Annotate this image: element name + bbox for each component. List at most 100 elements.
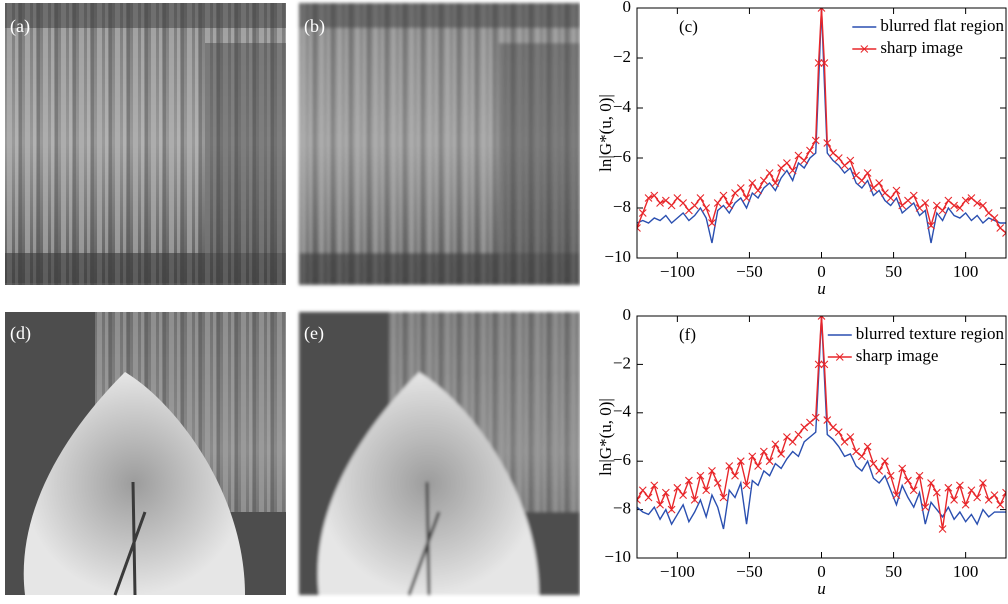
marker (759, 176, 768, 185)
panel-label: (f) (679, 325, 696, 344)
x-axis-label: u (817, 579, 826, 598)
marker (898, 464, 907, 473)
marker (765, 169, 774, 177)
marker (886, 471, 895, 480)
panel-label: (c) (679, 17, 698, 36)
legend-marker (860, 45, 869, 53)
image-d: (d) (3, 310, 288, 597)
marker (1002, 229, 1006, 237)
marker (656, 199, 664, 207)
y-tick-label: −2 (613, 47, 631, 66)
marker (892, 491, 901, 499)
marker (863, 169, 872, 177)
marker (840, 437, 849, 446)
panel-label: (a) (10, 16, 30, 37)
legend-label: sharp image (880, 38, 963, 57)
chart: 0 −2 −4 −6 −8 −10 −100 −50 0 50 100 u ln|G*(u, 0)| (f… (596, 305, 1007, 598)
marker (725, 201, 734, 210)
marker (834, 428, 843, 437)
marker (817, 8, 826, 12)
marker (950, 496, 958, 504)
marker (736, 457, 745, 466)
chart: 0 −2 −4 −6 −8 −10 −100 −50 0 50 100 u ln|G*(u, 0)| (c… (596, 0, 1007, 298)
marker (1002, 488, 1006, 497)
marker (875, 466, 884, 475)
marker (927, 479, 935, 487)
y-tick-label: 0 (623, 0, 632, 16)
marker (938, 206, 947, 215)
panel-label: (d) (10, 323, 31, 344)
marker (788, 166, 797, 175)
marker (955, 481, 964, 490)
marker (638, 209, 647, 217)
x-tick-label: 100 (953, 562, 979, 581)
marker (800, 156, 809, 165)
marker (820, 59, 829, 67)
x-tick-label: −50 (736, 262, 763, 281)
marker (823, 416, 832, 424)
marker (881, 457, 889, 466)
marker (673, 483, 682, 492)
marker (731, 471, 739, 480)
marker (886, 194, 895, 202)
marker (667, 505, 676, 514)
image-b: (b) (299, 3, 580, 285)
marker (990, 214, 999, 222)
marker (950, 201, 958, 210)
legend-label: sharp image (856, 346, 939, 365)
y-tick-label: −4 (613, 402, 632, 421)
marker (915, 471, 924, 480)
y-tick-label: −10 (604, 547, 631, 566)
marker (834, 154, 843, 162)
marker (696, 471, 705, 480)
x-tick-label: 50 (885, 562, 902, 581)
plot-area (637, 316, 1006, 533)
marker (661, 488, 670, 497)
marker (742, 194, 751, 202)
marker (909, 191, 918, 200)
marker (708, 466, 716, 475)
marker (814, 360, 823, 369)
marker (759, 447, 768, 456)
x-tick-label: 50 (885, 262, 902, 281)
marker (973, 493, 982, 502)
marker (820, 360, 829, 369)
marker (736, 184, 745, 192)
x-tick-label: −100 (660, 262, 695, 281)
marker (829, 423, 837, 432)
marker (846, 156, 855, 165)
marker (754, 186, 762, 195)
marker (996, 500, 1005, 509)
image-e: (e) (297, 310, 582, 597)
legend-label: blurred flat region (880, 16, 1004, 35)
marker (921, 199, 930, 207)
marker (938, 525, 947, 533)
marker (961, 500, 970, 509)
marker (806, 146, 814, 155)
x-tick-label: −100 (660, 562, 695, 581)
marker (708, 219, 716, 227)
y-axis-label: ln|G*(u, 0)| (596, 94, 615, 172)
plot-area (637, 8, 1006, 244)
marker (650, 481, 659, 490)
y-tick-label: −2 (613, 353, 631, 372)
axes-frame (636, 7, 1007, 259)
marker (973, 199, 982, 207)
marker (644, 194, 653, 202)
legend: blurred flat region sharp image (852, 16, 1004, 57)
marker (944, 483, 953, 492)
marker (811, 136, 820, 145)
marker (638, 486, 647, 495)
marker (932, 488, 941, 497)
marker (788, 437, 797, 446)
marker (990, 491, 999, 499)
legend: blurred texture region sharp image (827, 324, 1005, 365)
marker (748, 452, 757, 461)
marker (869, 459, 878, 468)
marker (742, 481, 751, 490)
marker (702, 204, 711, 212)
marker (817, 316, 826, 320)
marker (846, 433, 855, 441)
y-tick-label: −8 (613, 499, 631, 518)
